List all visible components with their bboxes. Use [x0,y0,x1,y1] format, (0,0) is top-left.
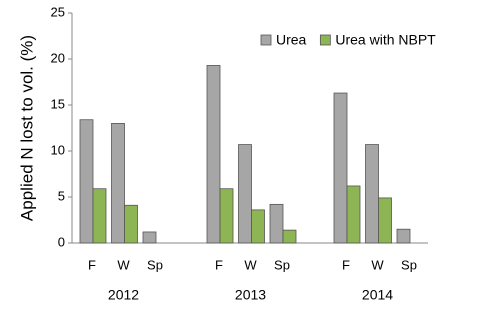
x-tick-label: Sp [147,257,163,272]
bar [378,197,392,244]
legend-swatch [319,34,331,46]
bar [219,188,234,244]
bar [365,144,379,244]
legend-label: Urea with NBPT [335,32,436,48]
x-tick-label: F [88,257,96,272]
bar [251,209,265,244]
bar [142,231,157,244]
bar [124,204,138,244]
bar [111,123,125,244]
x-tick-label: F [342,257,350,272]
y-tick-label: 0 [58,234,65,249]
x-tick-label: W [244,257,257,272]
bar [79,119,94,244]
bar [333,92,348,244]
x-tick-label: Sp [401,257,417,272]
bar [346,185,361,244]
bar [396,228,411,244]
group-label: 2014 [362,287,393,303]
y-tick-label: 5 [58,188,65,203]
legend-label: Urea [276,32,307,48]
bar [206,65,221,244]
group-label: 2012 [108,287,139,303]
bar [92,188,107,244]
legend-swatch [260,34,272,46]
x-tick-label: Sp [274,257,290,272]
group-label: 2013 [235,287,266,303]
bar [238,144,252,244]
x-tick-label: F [215,257,223,272]
y-tick-label: 10 [51,142,65,157]
y-tick-label: 25 [51,4,65,19]
y-tick-label: 20 [51,50,65,65]
bar [282,229,297,244]
bar [269,203,284,244]
x-tick-label: W [371,257,384,272]
y-tick-label: 15 [51,96,65,111]
y-axis-label: Applied N lost to vol. (%) [17,35,36,221]
x-tick-label: W [117,257,130,272]
